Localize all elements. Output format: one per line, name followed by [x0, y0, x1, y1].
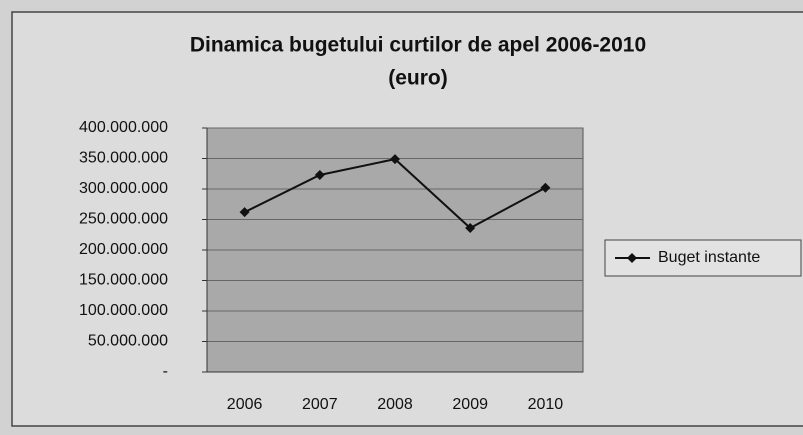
y-tick-label: 150.000.000	[79, 272, 168, 289]
y-tick-label: 250.000.000	[79, 211, 168, 228]
x-tick-label: 2008	[377, 396, 413, 413]
marker	[465, 223, 476, 234]
y-tick-label: 400.000.000	[79, 119, 168, 136]
y-tick-label: -	[163, 363, 168, 380]
chart-title: Dinamica bugetului curtilor de apel 2006…	[190, 34, 646, 57]
y-tick-label: 350.000.000	[79, 150, 168, 167]
chart-subtitle: (euro)	[388, 67, 448, 90]
x-tick-label: 2010	[528, 396, 564, 413]
legend-label: Buget instante	[658, 249, 760, 266]
y-tick-label: 200.000.000	[79, 241, 168, 258]
marker	[314, 169, 325, 180]
marker	[239, 207, 250, 218]
x-tick-label: 2009	[452, 396, 488, 413]
y-tick-label: 300.000.000	[79, 180, 168, 197]
y-tick-label: 100.000.000	[79, 302, 168, 319]
y-tick-label: 50.000.000	[88, 333, 168, 350]
marker	[390, 154, 400, 165]
x-tick-label: 2007	[302, 396, 338, 413]
x-tick-label: 2006	[227, 396, 263, 413]
marker	[540, 182, 551, 193]
legend-marker	[627, 253, 637, 263]
